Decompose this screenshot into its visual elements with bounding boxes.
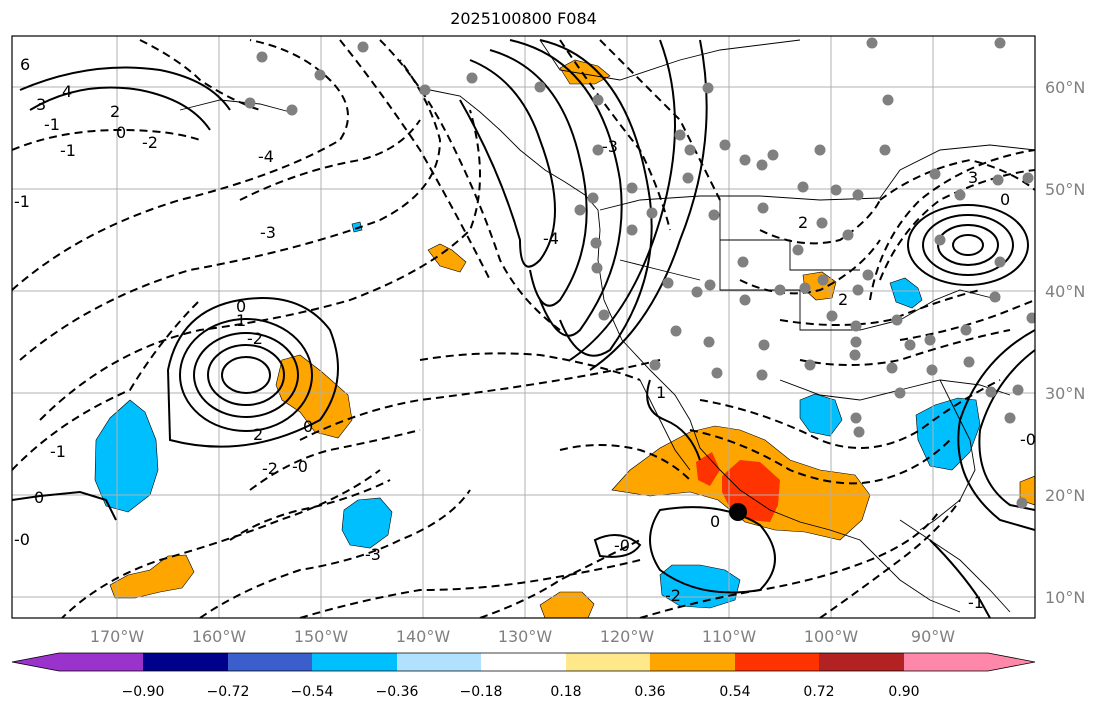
contour-label: -2 bbox=[262, 459, 278, 478]
lat-label-40: 40°N bbox=[1045, 282, 1086, 301]
colorbar-tick: −0.72 bbox=[206, 684, 250, 700]
contour-label: -1 bbox=[14, 192, 30, 211]
contour-label: -3 bbox=[260, 223, 276, 242]
colorbar-tick: 0.90 bbox=[888, 684, 920, 700]
colorbar bbox=[11, 652, 1036, 672]
colorbar-tick: −0.36 bbox=[375, 684, 419, 700]
colorbar-segment bbox=[819, 653, 904, 671]
lat-label-60: 60°N bbox=[1045, 78, 1086, 97]
lon-label-160w: 160°W bbox=[191, 627, 247, 646]
lon-label-120w: 120°W bbox=[599, 627, 655, 646]
contour-label: -1 bbox=[968, 593, 984, 612]
station-dots bbox=[244, 37, 1035, 509]
colorbar-tick: 0.72 bbox=[803, 684, 835, 700]
lon-label-150w: 150°W bbox=[293, 627, 349, 646]
contour-label: 0 bbox=[1000, 190, 1010, 209]
contour-label: 0 bbox=[34, 488, 44, 507]
contour-label: -2 bbox=[142, 133, 158, 152]
colorbar-segment bbox=[566, 653, 650, 671]
lon-label-170w: 170°W bbox=[89, 627, 145, 646]
contour-label: 3 bbox=[968, 168, 978, 187]
lon-label-110w: 110°W bbox=[701, 627, 757, 646]
gridlines bbox=[12, 36, 1035, 618]
lat-label-30: 30°N bbox=[1045, 384, 1086, 403]
colorbar-segment bbox=[650, 653, 735, 671]
contour-label: 0 bbox=[116, 123, 126, 142]
contour-label: 1 bbox=[656, 383, 666, 402]
colorbar-segment bbox=[735, 653, 819, 671]
contour-label: 4 bbox=[62, 82, 72, 101]
contour-label: -4 bbox=[543, 229, 559, 248]
colorbar-segment bbox=[143, 653, 228, 671]
contour-label: 0 bbox=[236, 297, 246, 316]
contour-label: -3 bbox=[602, 137, 618, 156]
lat-label-50: 50°N bbox=[1045, 180, 1086, 199]
colorbar-tick: −0.18 bbox=[459, 684, 503, 700]
colorbar-segment bbox=[312, 653, 397, 671]
lon-label-140w: 140°W bbox=[395, 627, 451, 646]
solid-contours bbox=[12, 39, 1035, 618]
map-title: 2025100800 F084 bbox=[450, 9, 597, 28]
storm-center-marker bbox=[729, 503, 747, 521]
colorbar-segment bbox=[228, 653, 312, 671]
colorbar-segment bbox=[397, 653, 481, 671]
lat-label-20: 20°N bbox=[1045, 486, 1086, 505]
contour-labels: 643 20-1 -2-1-4-3-212 0-0-2-10-00-0-2-3-420… bbox=[14, 55, 1036, 612]
contour-label: -1 bbox=[60, 141, 76, 160]
contour-label: -4 bbox=[258, 147, 274, 166]
contour-label: -2 bbox=[247, 329, 263, 348]
contour-label: 2 bbox=[253, 425, 263, 444]
contour-label: -1 bbox=[44, 115, 60, 134]
contour-label: -0 bbox=[292, 457, 308, 476]
contour-label: 2 bbox=[110, 102, 120, 121]
contour-label: 0 bbox=[710, 512, 720, 531]
colorbar-tick: 0.36 bbox=[634, 684, 666, 700]
colorbar-tick: −0.54 bbox=[290, 684, 334, 700]
colorbar-tick: 0.18 bbox=[550, 684, 582, 700]
contour-label: -0 bbox=[614, 536, 630, 555]
lon-label-100w: 100°W bbox=[803, 627, 859, 646]
contour-label: -0 bbox=[14, 530, 30, 549]
colorbar-segment bbox=[481, 653, 566, 671]
contour-label: 2 bbox=[838, 290, 848, 309]
map-border bbox=[11, 35, 1036, 619]
contour-label: 0 bbox=[303, 417, 313, 436]
map-background bbox=[12, 36, 1035, 618]
contour-label: 1 bbox=[236, 311, 246, 330]
lat-label-10: 10°N bbox=[1045, 588, 1086, 607]
dashed-contours bbox=[12, 39, 1035, 618]
colorbar-segment bbox=[59, 653, 143, 671]
colorbar-extend-high bbox=[988, 653, 1035, 671]
contour-label: -1 bbox=[50, 442, 66, 461]
colorbar-tick: 0.54 bbox=[719, 684, 751, 700]
lon-label-130w: 130°W bbox=[497, 627, 553, 646]
contour-label: 2 bbox=[798, 213, 808, 232]
contour-label: -3 bbox=[365, 545, 381, 564]
contour-label: -2 bbox=[665, 586, 681, 605]
colorbar-extend-low bbox=[12, 653, 59, 671]
contour-label: 3 bbox=[36, 95, 46, 114]
colorbar-tick: −0.90 bbox=[121, 684, 165, 700]
colorbar-segment bbox=[904, 653, 988, 671]
lon-label-90w: 90°W bbox=[910, 627, 956, 646]
contour-label: -0 bbox=[1020, 430, 1036, 449]
contour-label: 6 bbox=[20, 55, 30, 74]
